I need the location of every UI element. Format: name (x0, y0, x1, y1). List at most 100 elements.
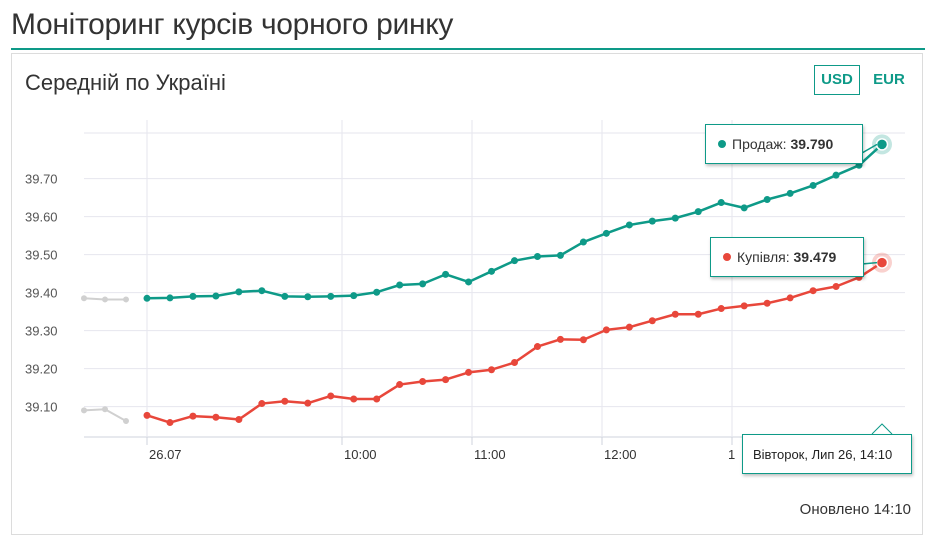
sell-data-point (671, 214, 679, 222)
buy-tooltip-connector (861, 261, 878, 265)
buy-data-point (625, 323, 633, 331)
buy-data-point (694, 310, 702, 318)
y-tick-label: 39.70 (25, 172, 58, 187)
sell-data-point (740, 204, 748, 212)
buy-history-point (123, 418, 129, 425)
sell-data-point (212, 292, 220, 300)
buy-data-point (143, 411, 151, 419)
buy-dot-icon (723, 253, 731, 261)
sell-tooltip: Продаж: 39.790 (705, 124, 863, 164)
sell-data-point (281, 292, 289, 300)
sell-data-point (327, 292, 335, 300)
buy-data-point (511, 359, 518, 367)
x-tick-label: 10:00 (344, 447, 377, 462)
sell-data-point (579, 238, 587, 246)
y-tick-label: 39.30 (25, 324, 58, 339)
buy-data-point (579, 336, 587, 344)
sell-data-point (143, 294, 151, 302)
y-tick-label: 39.40 (25, 286, 58, 301)
sell-data-point (189, 292, 197, 300)
time-tooltip-pointer (871, 423, 893, 435)
sell-data-point (763, 196, 771, 203)
buy-data-point (235, 416, 243, 424)
buy-data-point (763, 299, 771, 307)
buy-data-point (671, 310, 679, 318)
buy-data-point (442, 376, 450, 384)
sell-data-point (717, 199, 725, 207)
sell-data-point (809, 181, 817, 189)
y-tick-label: 39.20 (25, 362, 58, 377)
sell-data-point (465, 278, 473, 286)
buy-data-point (556, 335, 564, 343)
sell-data-point (511, 257, 518, 265)
sell-dot-icon (718, 140, 726, 148)
x-tick-label: 11:00 (474, 447, 506, 462)
x-tick-label: 1 (728, 447, 735, 462)
sell-tooltip-connector (861, 143, 878, 154)
buy-data-point (258, 400, 266, 408)
buy-data-point (212, 413, 220, 421)
sell-data-point (832, 171, 840, 179)
sell-history-point (81, 295, 87, 302)
buy-data-point (373, 395, 381, 403)
buy-data-point (281, 397, 289, 405)
page-title: Моніторинг курсів чорного ринку (11, 8, 454, 41)
sell-data-point (556, 251, 564, 259)
sell-data-point (373, 288, 381, 296)
eur-toggle-button[interactable]: EUR (873, 71, 905, 88)
sell-data-point (602, 229, 610, 237)
y-tick-label: 39.10 (25, 400, 58, 415)
buy-tooltip-value: 39.479 (793, 249, 837, 265)
x-tick-label: 12:00 (604, 447, 637, 462)
usd-toggle-button[interactable]: USD (814, 65, 860, 95)
buy-data-point (809, 287, 817, 295)
buy-tooltip-label: Купівля: (737, 249, 790, 265)
buy-history-point (81, 407, 87, 414)
sell-data-point (442, 270, 450, 278)
buy-data-point (533, 343, 541, 351)
sell-tooltip-label: Продаж: (732, 136, 787, 152)
sell-data-point (533, 253, 541, 260)
sell-data-point (875, 138, 889, 151)
sell-data-point (648, 217, 656, 225)
sell-data-point (419, 280, 427, 288)
buy-data-point (396, 381, 404, 389)
buy-history-point (102, 406, 108, 413)
sell-data-point (396, 281, 404, 289)
sell-data-point (235, 288, 243, 296)
buy-tooltip: Купівля: 39.479 (710, 237, 864, 277)
buy-data-point (304, 399, 312, 407)
sell-data-point (304, 293, 312, 301)
buy-data-point (875, 256, 889, 269)
y-tick-label: 39.50 (25, 248, 58, 263)
buy-data-point (327, 392, 335, 400)
sell-data-point (625, 221, 633, 229)
card-title: Середній по Україні (25, 70, 226, 95)
buy-data-point (832, 283, 840, 291)
sell-data-point (694, 208, 702, 216)
buy-data-point (717, 305, 725, 313)
buy-data-point (350, 395, 358, 403)
updated-timestamp: Оновлено 14:10 (799, 501, 911, 518)
buy-data-point (786, 294, 794, 302)
sell-data-point (166, 294, 174, 302)
time-tooltip: Вівторок, Лип 26, 14:10 (742, 434, 912, 474)
sell-data-point (488, 267, 496, 275)
buy-data-point (419, 378, 427, 386)
x-tick-label: 26.07 (149, 447, 182, 462)
buy-data-point (602, 326, 610, 334)
buy-data-point (488, 366, 496, 374)
sell-history-point (123, 296, 129, 303)
buy-data-point (465, 368, 473, 376)
buy-data-point (166, 419, 174, 427)
y-tick-label: 39.60 (25, 210, 58, 225)
sell-data-point (786, 189, 794, 197)
buy-series-line (146, 261, 883, 424)
buy-data-point (189, 412, 197, 420)
buy-data-point (648, 317, 656, 325)
sell-data-point (258, 287, 266, 295)
sell-tooltip-value: 39.790 (790, 136, 834, 152)
sell-data-point (350, 292, 358, 300)
buy-data-point (740, 302, 748, 310)
